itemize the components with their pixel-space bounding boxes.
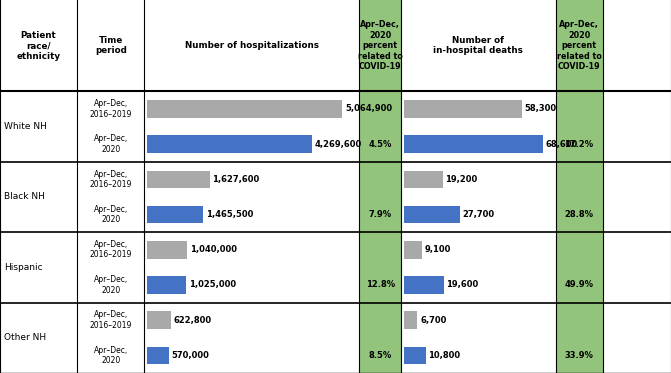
- Bar: [603, 232, 671, 303]
- Bar: [404, 170, 443, 188]
- Bar: [359, 303, 401, 373]
- Text: 17.2%: 17.2%: [564, 140, 594, 149]
- Bar: [359, 0, 401, 91]
- Text: 10,800: 10,800: [429, 351, 460, 360]
- Bar: [404, 311, 417, 329]
- Text: 27,700: 27,700: [462, 210, 495, 219]
- Text: Apr–Dec,
2020: Apr–Dec, 2020: [93, 275, 128, 295]
- Bar: [0, 232, 359, 303]
- Bar: [147, 276, 187, 294]
- Bar: [401, 162, 556, 232]
- Text: Black NH: Black NH: [4, 192, 45, 201]
- Bar: [401, 303, 556, 373]
- Bar: [147, 311, 171, 329]
- Bar: [0, 0, 359, 91]
- Bar: [359, 91, 401, 162]
- Text: 58,300: 58,300: [525, 104, 557, 113]
- Text: White NH: White NH: [4, 122, 47, 131]
- Text: Apr–Dec,
2016–2019: Apr–Dec, 2016–2019: [89, 240, 132, 260]
- Bar: [404, 135, 543, 153]
- Text: 19,200: 19,200: [446, 175, 478, 184]
- Bar: [603, 91, 671, 162]
- Text: 19,600: 19,600: [446, 280, 478, 289]
- Bar: [556, 162, 603, 232]
- Bar: [556, 232, 603, 303]
- Bar: [0, 162, 359, 232]
- Text: 7.9%: 7.9%: [368, 210, 392, 219]
- Bar: [404, 206, 460, 223]
- Bar: [603, 0, 671, 91]
- Bar: [147, 241, 187, 258]
- Bar: [0, 91, 359, 162]
- Bar: [404, 100, 522, 118]
- Bar: [147, 100, 342, 118]
- Bar: [359, 162, 401, 232]
- Bar: [147, 170, 210, 188]
- Text: 4,269,600: 4,269,600: [314, 140, 362, 149]
- Text: 28.8%: 28.8%: [564, 210, 594, 219]
- Text: Apr–Dec,
2016–2019: Apr–Dec, 2016–2019: [89, 99, 132, 119]
- Text: Apr–Dec,
2020: Apr–Dec, 2020: [93, 135, 128, 154]
- Text: 5,064,900: 5,064,900: [345, 104, 392, 113]
- Bar: [603, 303, 671, 373]
- Text: 9,100: 9,100: [425, 245, 452, 254]
- Bar: [359, 232, 401, 303]
- Text: Time
period: Time period: [95, 36, 127, 56]
- Text: 6,700: 6,700: [420, 316, 446, 325]
- Text: 4.5%: 4.5%: [368, 140, 392, 149]
- Bar: [603, 162, 671, 232]
- Bar: [401, 91, 556, 162]
- Text: 1,465,500: 1,465,500: [206, 210, 254, 219]
- Bar: [556, 0, 603, 91]
- Text: 49.9%: 49.9%: [564, 280, 594, 289]
- Text: 1,627,600: 1,627,600: [213, 175, 260, 184]
- Text: Apr–Dec,
2020: Apr–Dec, 2020: [93, 205, 128, 224]
- Text: 33.9%: 33.9%: [564, 351, 594, 360]
- Text: 1,040,000: 1,040,000: [190, 245, 237, 254]
- Bar: [556, 91, 603, 162]
- Text: Apr–Dec,
2020
percent
related to
COVID-19: Apr–Dec, 2020 percent related to COVID-1…: [358, 21, 403, 71]
- Bar: [404, 347, 426, 364]
- Text: 1,025,000: 1,025,000: [189, 280, 236, 289]
- Text: Other NH: Other NH: [4, 333, 46, 342]
- Text: 68,600: 68,600: [546, 140, 578, 149]
- Bar: [404, 241, 422, 258]
- Bar: [404, 276, 444, 294]
- Bar: [401, 232, 556, 303]
- Text: Hispanic: Hispanic: [4, 263, 43, 272]
- Text: Number of
in-hospital deaths: Number of in-hospital deaths: [433, 36, 523, 56]
- Text: 570,000: 570,000: [172, 351, 209, 360]
- Bar: [401, 0, 556, 91]
- Text: Apr–Dec,
2020: Apr–Dec, 2020: [93, 346, 128, 365]
- Text: 8.5%: 8.5%: [368, 351, 392, 360]
- Bar: [147, 206, 203, 223]
- Text: 622,800: 622,800: [174, 316, 212, 325]
- Bar: [147, 135, 311, 153]
- Bar: [0, 303, 359, 373]
- Text: Apr–Dec,
2016–2019: Apr–Dec, 2016–2019: [89, 170, 132, 189]
- Text: 12.8%: 12.8%: [366, 280, 395, 289]
- Bar: [556, 303, 603, 373]
- Text: Number of hospitalizations: Number of hospitalizations: [185, 41, 319, 50]
- Bar: [147, 347, 169, 364]
- Text: Apr–Dec,
2016–2019: Apr–Dec, 2016–2019: [89, 310, 132, 330]
- Text: Apr–Dec,
2020
percent
related to
COVID-19: Apr–Dec, 2020 percent related to COVID-1…: [557, 21, 601, 71]
- Text: Patient
race/
ethnicity: Patient race/ ethnicity: [17, 31, 60, 60]
